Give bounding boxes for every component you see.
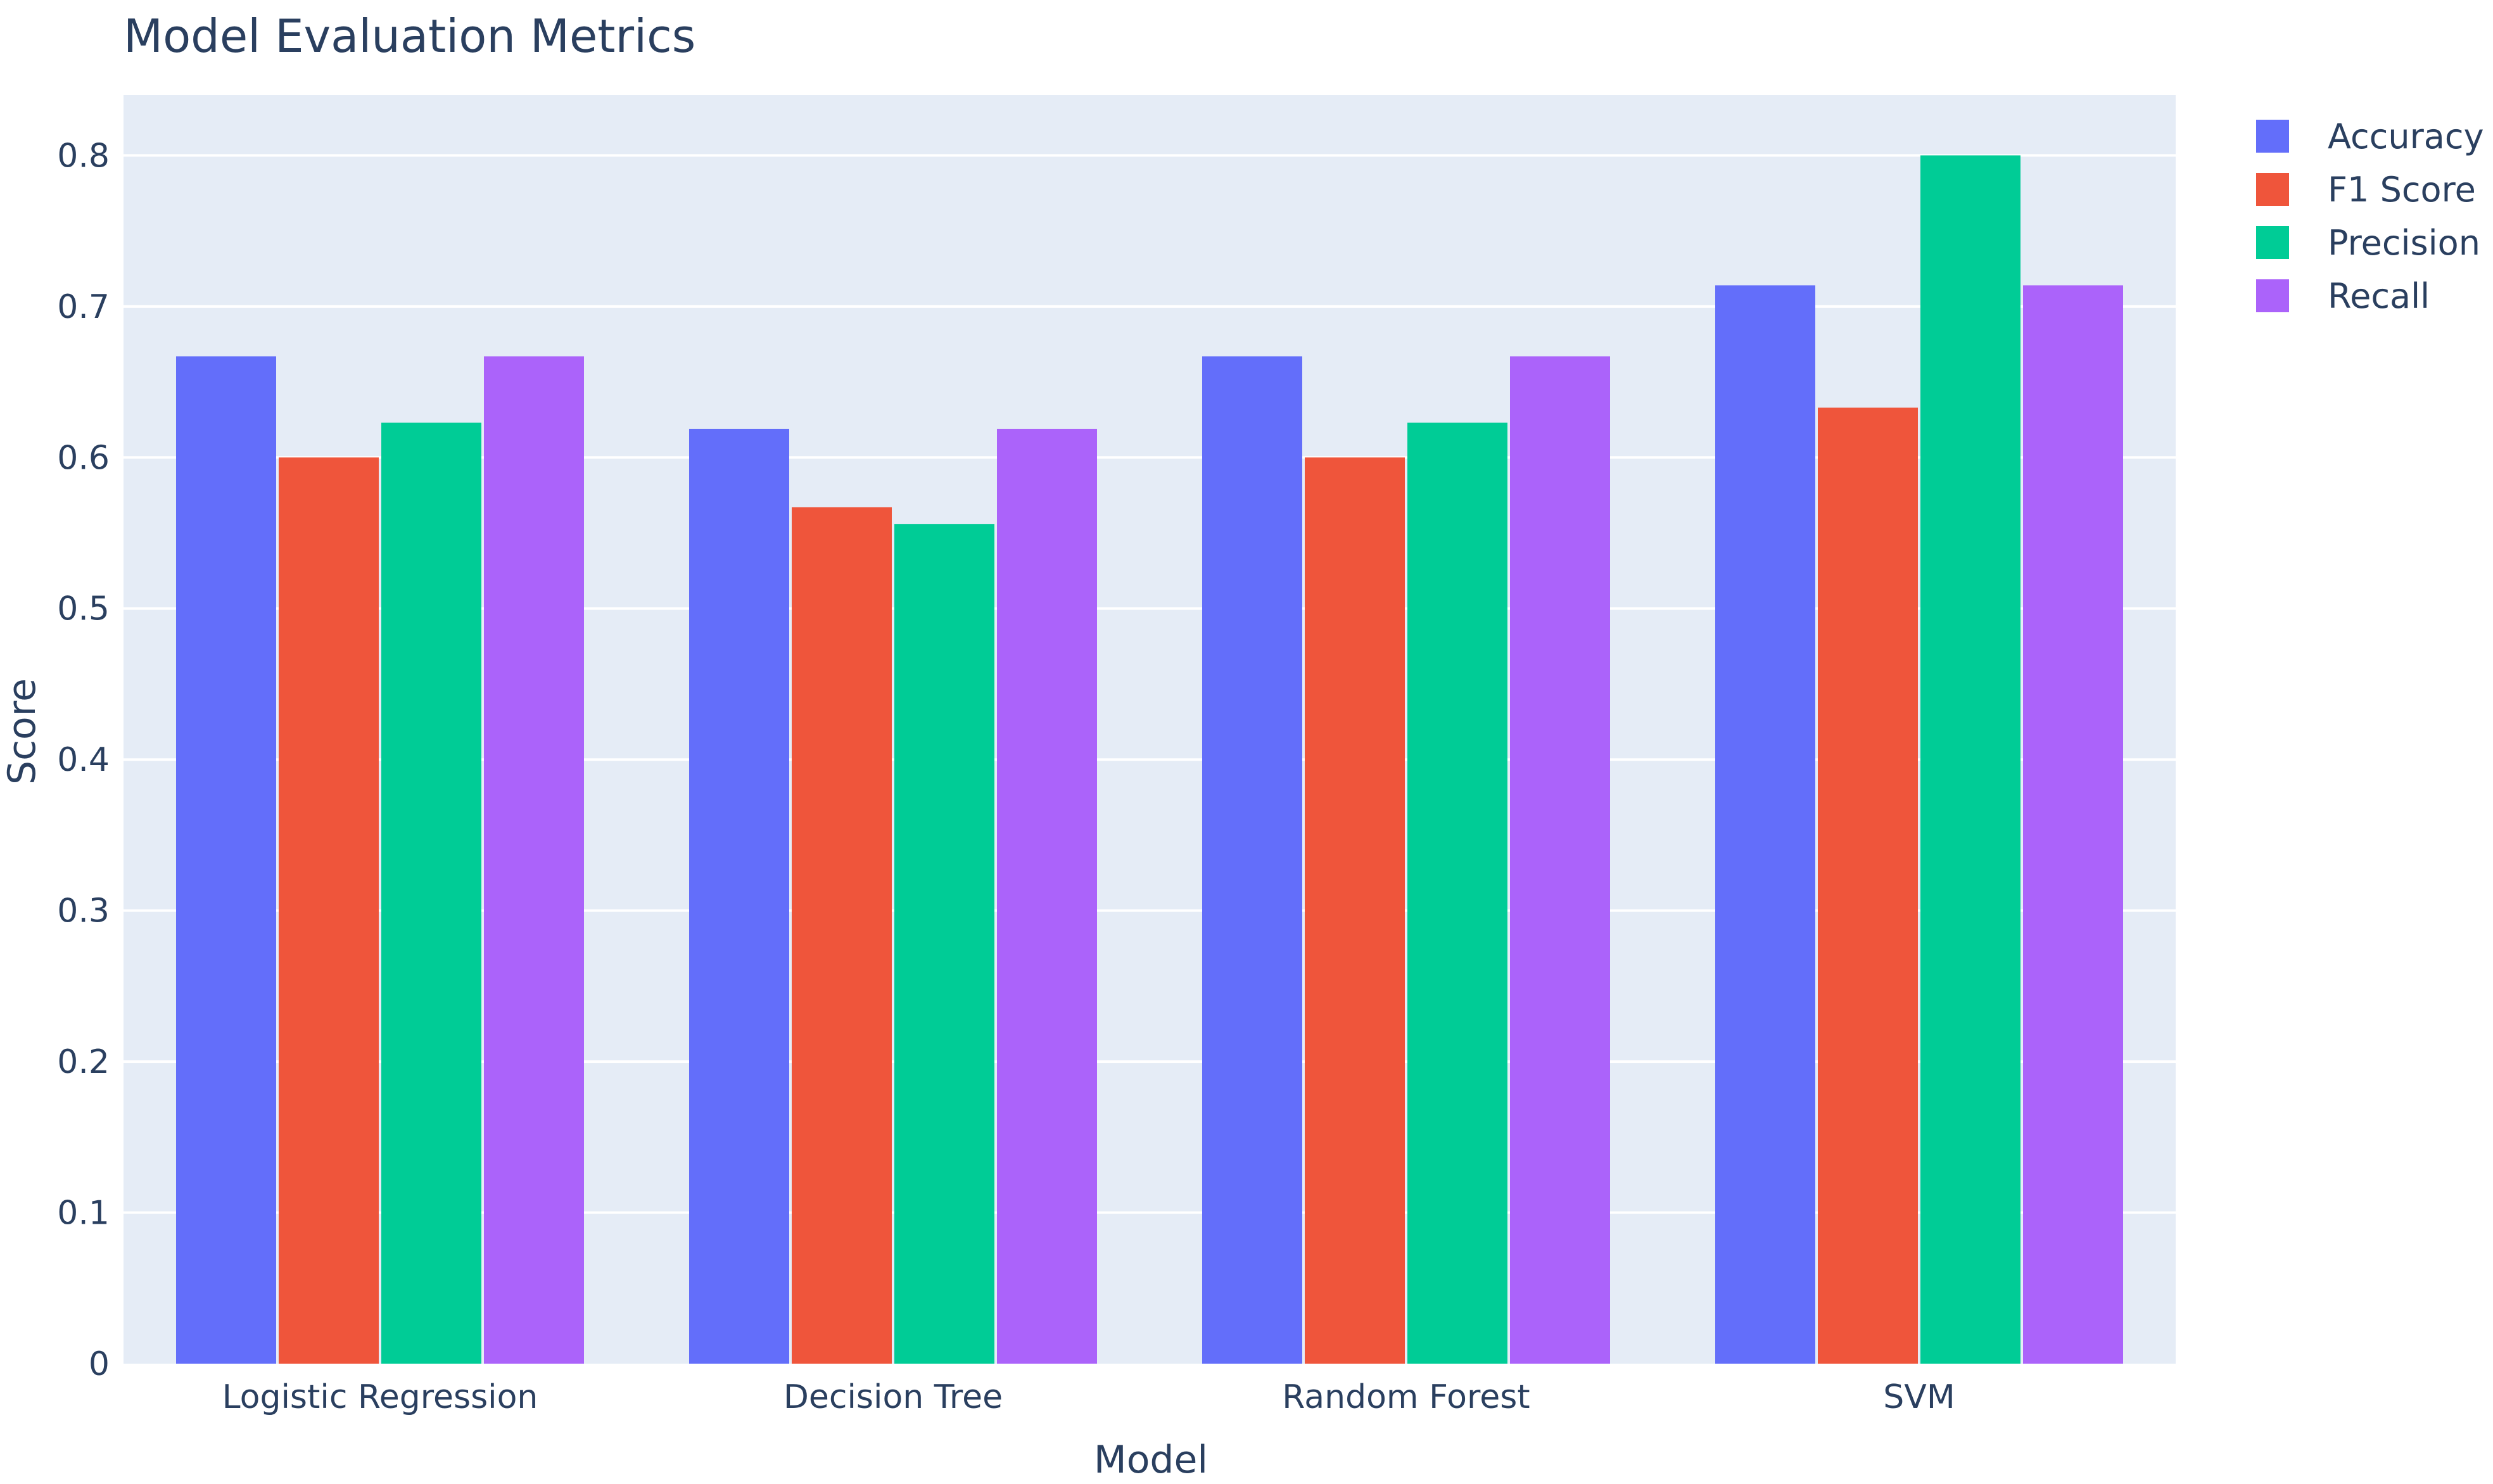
legend[interactable]: Accuracy F1 Score Precision Recall — [2256, 117, 2484, 316]
y-tick-label: 0.5 — [57, 590, 110, 628]
chart-title: Model Evaluation Metrics — [124, 10, 695, 63]
bar-recall[interactable] — [484, 356, 584, 1364]
bar-precision[interactable] — [894, 524, 994, 1364]
bar-f1-score[interactable] — [1305, 457, 1405, 1364]
bar-precision[interactable] — [1407, 422, 1507, 1364]
legend-swatch — [2256, 120, 2289, 153]
x-tick-label: SVM — [1883, 1378, 1955, 1416]
y-tick-label: 0 — [89, 1345, 110, 1383]
y-tick-label: 0.3 — [57, 892, 110, 930]
bar-recall[interactable] — [2023, 285, 2123, 1364]
y-tick-label: 0.7 — [57, 288, 110, 326]
bar-f1-score[interactable] — [279, 457, 379, 1364]
y-tick-label: 0.1 — [57, 1195, 110, 1233]
bar-accuracy[interactable] — [1715, 285, 1815, 1364]
x-axis-title: Model — [1094, 1438, 1208, 1482]
bar-recall[interactable] — [1510, 356, 1610, 1364]
legend-item[interactable]: Accuracy — [2256, 117, 2484, 156]
bar-f1-score[interactable] — [1818, 407, 1918, 1364]
legend-swatch — [2256, 279, 2289, 312]
legend-item[interactable]: F1 Score — [2256, 170, 2476, 210]
legend-label: Accuracy — [2328, 117, 2484, 156]
bar-recall[interactable] — [997, 428, 1097, 1364]
bar-precision[interactable] — [381, 422, 481, 1364]
y-axis-title: Score — [0, 678, 44, 785]
legend-label: F1 Score — [2328, 170, 2476, 210]
legend-swatch — [2256, 226, 2289, 259]
legend-item[interactable]: Precision — [2256, 223, 2480, 263]
bar-f1-score[interactable] — [792, 507, 892, 1364]
legend-label: Recall — [2328, 276, 2430, 316]
bar-accuracy[interactable] — [176, 356, 276, 1364]
x-tick-label: Random Forest — [1282, 1378, 1530, 1416]
x-tick-label: Decision Tree — [783, 1378, 1003, 1416]
bar-accuracy[interactable] — [1202, 356, 1302, 1364]
x-axis-ticks: Logistic Regression Decision Tree Random F… — [222, 1378, 1955, 1416]
y-tick-label: 0.4 — [57, 741, 110, 779]
bars — [176, 155, 2123, 1364]
legend-label: Precision — [2328, 223, 2480, 263]
legend-swatch — [2256, 173, 2289, 206]
legend-item[interactable]: Recall — [2256, 276, 2430, 316]
y-tick-label: 0.8 — [57, 137, 110, 175]
bar-precision[interactable] — [1920, 155, 2020, 1364]
x-tick-label: Logistic Regression — [222, 1378, 538, 1416]
y-tick-label: 0.2 — [57, 1043, 110, 1081]
y-tick-label: 0.6 — [57, 439, 110, 477]
y-axis-ticks: 0 0.1 0.2 0.3 0.4 0.5 0.6 0.7 0.8 — [57, 137, 110, 1383]
bar-accuracy[interactable] — [689, 428, 789, 1364]
